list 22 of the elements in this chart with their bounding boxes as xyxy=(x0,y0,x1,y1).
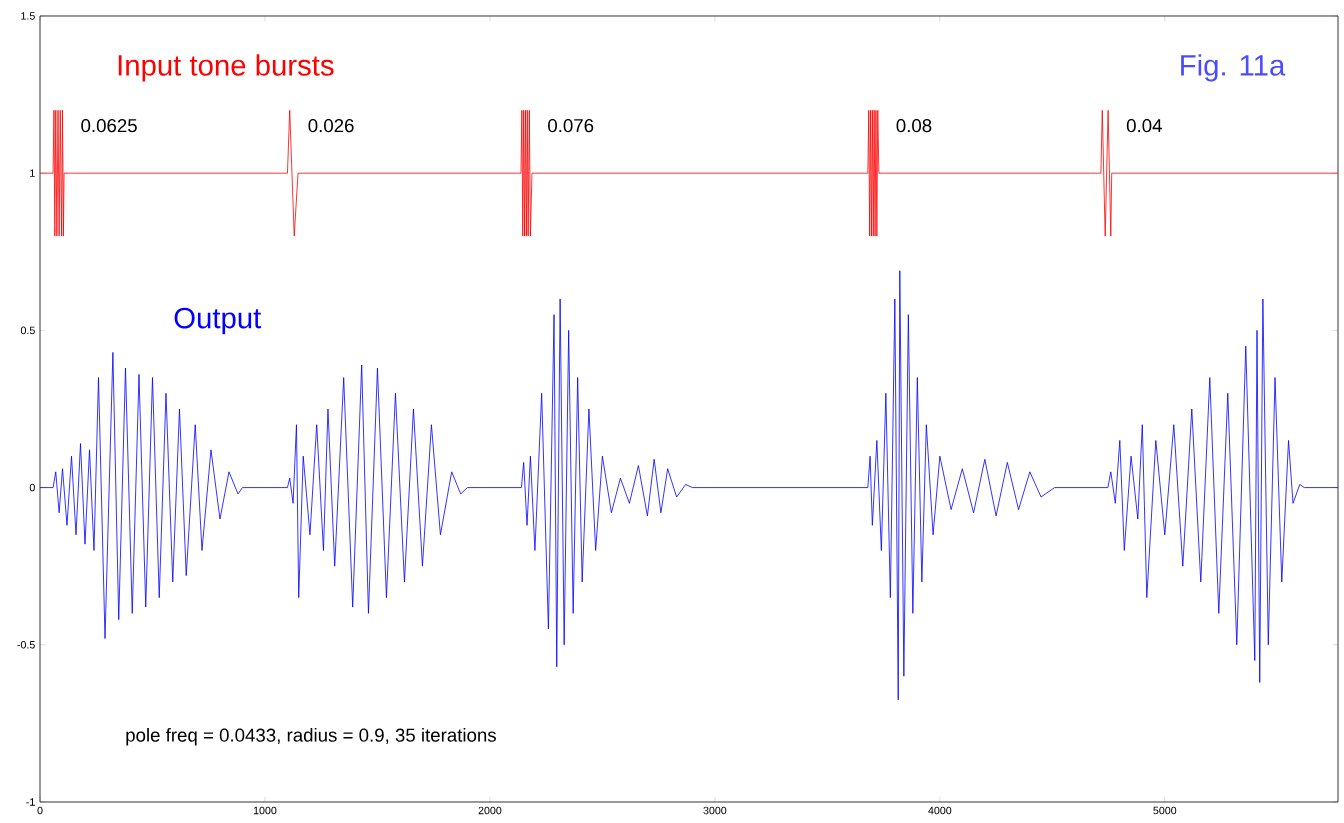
text: Fig. 11a xyxy=(1181,54,1286,82)
y-tick-label: 1.5 xyxy=(21,12,35,20)
annotation: 0.04 xyxy=(1126,119,1162,133)
annotation: 0.08 xyxy=(896,119,932,133)
annotation: 0.0625 xyxy=(81,119,137,133)
x-tick-label: 2000 xyxy=(478,806,502,815)
y-tick-label: -0.5 xyxy=(17,641,35,649)
annotation: 0.026 xyxy=(308,119,354,133)
x-tick-label: 5000 xyxy=(1153,806,1177,815)
line-series xyxy=(39,270,1339,701)
series-label: Output xyxy=(174,307,262,335)
series-label: Input tone bursts xyxy=(118,54,334,82)
y-tick-label: 0.5 xyxy=(20,326,35,335)
annotation: pole freq = 0.0433, radius = 0.9, 35 iterations xyxy=(126,728,496,746)
y-tick-label: 0 xyxy=(29,483,35,492)
x-tick-label: 0 xyxy=(37,806,43,815)
x-tick-label: 3000 xyxy=(703,806,727,815)
x-tick-label: 4000 xyxy=(928,806,952,815)
x-tick-label: 1000 xyxy=(253,806,277,815)
annotation: 0.076 xyxy=(548,119,594,133)
y-tick-label: -1 xyxy=(26,798,35,806)
y-tick-label: 1 xyxy=(30,169,35,177)
